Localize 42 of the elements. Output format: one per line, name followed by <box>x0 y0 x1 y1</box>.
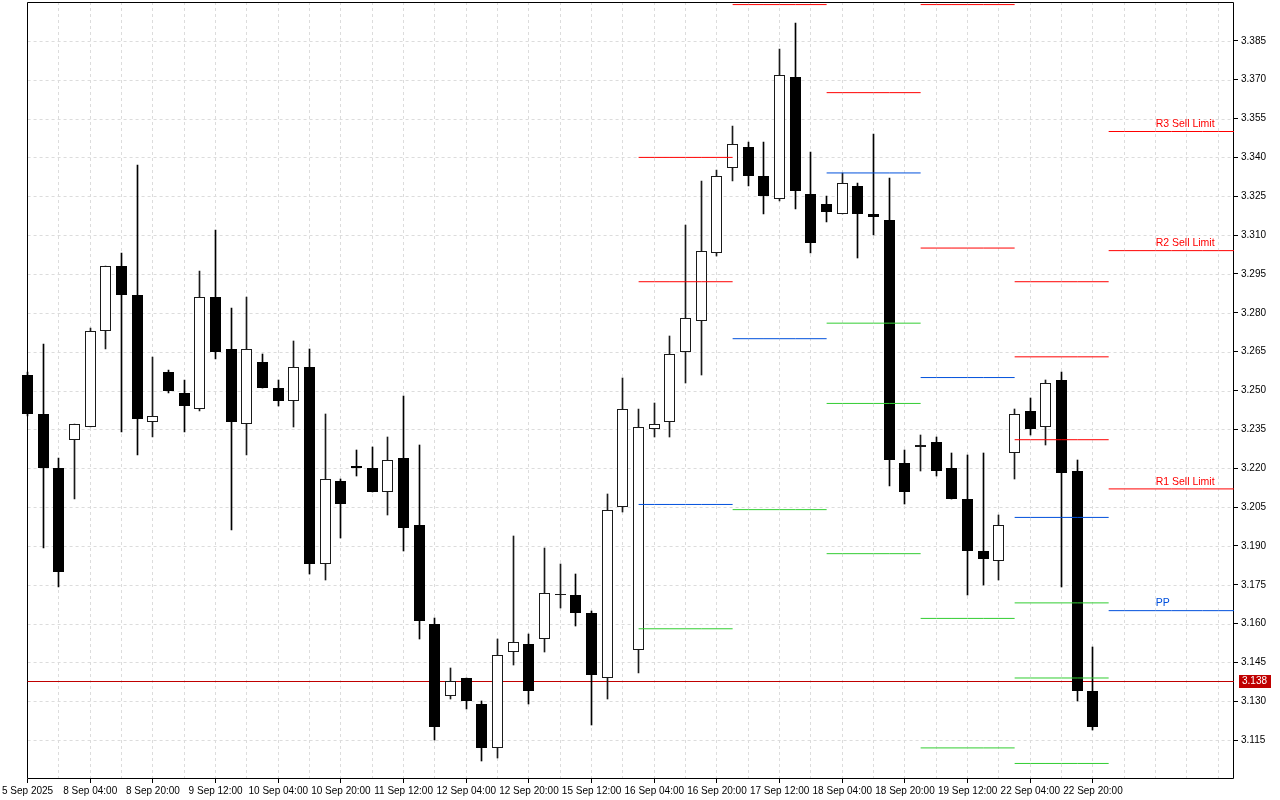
y-tick-label: 3.235 <box>1241 423 1267 435</box>
ref-line-label: 3.138 <box>1242 675 1268 687</box>
x-tick-label: 11 Sep 12:00 <box>374 784 434 796</box>
x-tick-label: 16 Sep 04:00 <box>624 784 685 796</box>
y-tick-label: 3.340 <box>1241 151 1267 163</box>
y-tick-label: 3.190 <box>1241 539 1267 551</box>
y-tick-label: 3.265 <box>1241 345 1267 357</box>
x-tick-label: 9 Sep 12:00 <box>188 784 243 796</box>
y-tick-label: 3.145 <box>1241 656 1267 668</box>
x-tick-label: 10 Sep 04:00 <box>248 784 309 796</box>
y-tick-label: 3.280 <box>1241 306 1267 318</box>
series-label: R1 Sell Limit <box>1155 474 1215 487</box>
y-tick-label: 3.160 <box>1241 617 1267 629</box>
y-tick-label: 3.115 <box>1241 733 1266 745</box>
y-tick-label: 3.175 <box>1241 578 1267 590</box>
x-tick-label: 17 Sep 12:00 <box>749 784 810 796</box>
y-tick-label: 3.250 <box>1241 384 1267 396</box>
y-tick-label: 3.385 <box>1241 34 1267 46</box>
y-tick-label: 3.355 <box>1241 112 1267 124</box>
series-label: PP <box>1155 596 1170 609</box>
y-tick-label: 3.205 <box>1241 500 1267 512</box>
x-tick-label: 8 Sep 04:00 <box>63 784 118 796</box>
x-tick-label: 5 Sep 2025 <box>1 784 54 796</box>
x-tick-label: 18 Sep 20:00 <box>875 784 936 796</box>
y-tick-label: 3.325 <box>1241 190 1267 201</box>
x-tick-label: 10 Sep 20:00 <box>311 784 372 796</box>
y-tick-label: 3.130 <box>1241 695 1267 707</box>
x-tick-label: 18 Sep 04:00 <box>812 784 873 796</box>
x-tick-label: 8 Sep 20:00 <box>125 784 181 796</box>
x-tick-label: 16 Sep 20:00 <box>687 784 748 796</box>
x-tick-label: 12 Sep 20:00 <box>499 784 560 796</box>
x-tick-label: 22 Sep 20:00 <box>1063 784 1124 796</box>
y-tick-label: 3.220 <box>1241 461 1267 473</box>
y-tick-label: 3.310 <box>1241 228 1267 240</box>
y-tick-label: 3.295 <box>1241 267 1267 279</box>
x-tick-label: 19 Sep 12:00 <box>937 784 998 796</box>
series-label: R3 Sell Limit <box>1155 117 1215 130</box>
x-tick-label: 22 Sep 04:00 <box>1000 784 1061 796</box>
series-label: R2 Sell Limit <box>1155 236 1215 249</box>
x-tick-label: 12 Sep 04:00 <box>436 784 497 796</box>
x-tick-label: 15 Sep 12:00 <box>561 784 622 796</box>
y-tick-label: 3.370 <box>1241 73 1267 85</box>
